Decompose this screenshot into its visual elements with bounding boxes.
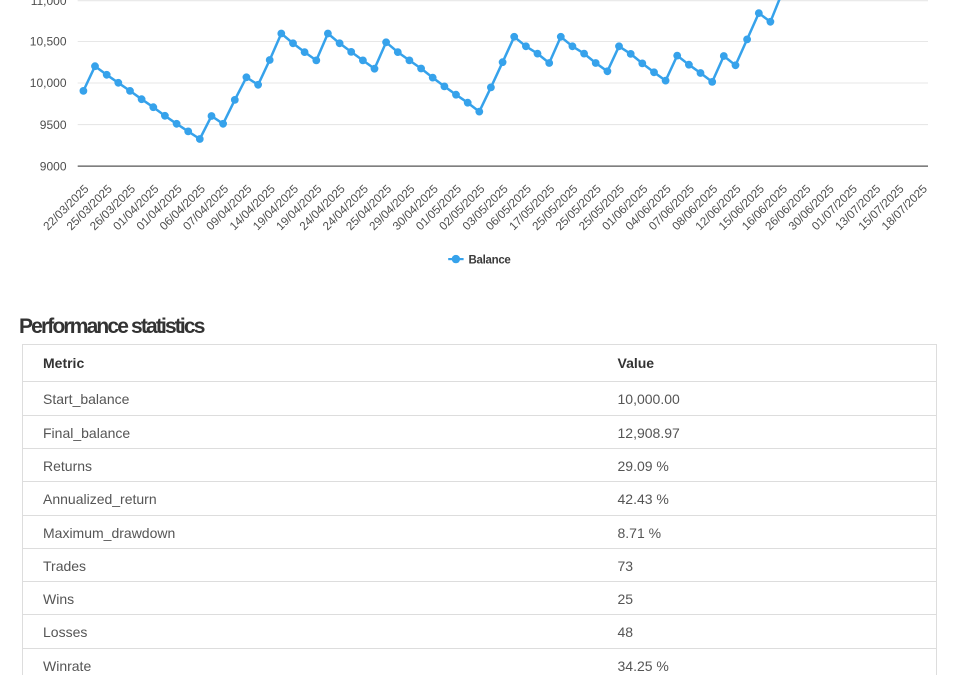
svg-text:9500: 9500 xyxy=(40,118,67,132)
svg-text:10,500: 10,500 xyxy=(30,35,67,49)
svg-text:Balance: Balance xyxy=(469,254,511,266)
svg-text:11,000: 11,000 xyxy=(31,0,67,8)
svg-text:9000: 9000 xyxy=(40,159,67,173)
svg-text:10,000: 10,000 xyxy=(30,76,67,90)
